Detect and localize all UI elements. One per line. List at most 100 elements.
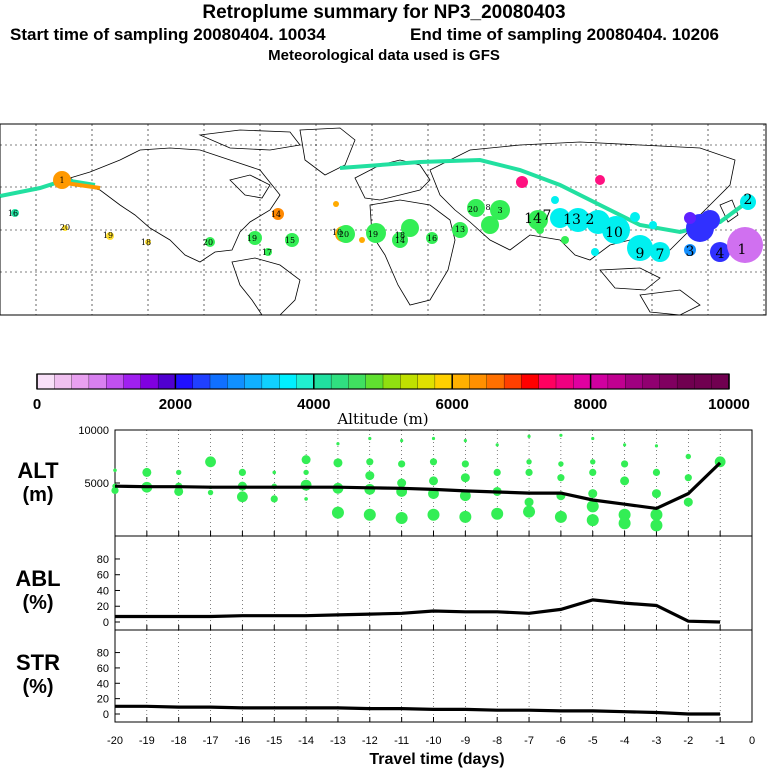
plume-day-label: 14 <box>524 211 542 227</box>
plume-dot <box>550 208 570 228</box>
plume-day-label: 14 <box>395 236 405 245</box>
plume-day-label: 19 <box>368 230 378 239</box>
panel-label: ABL <box>15 566 60 591</box>
panel-ytick-label: 20 <box>97 601 109 613</box>
plume-day-label: 13 <box>563 212 581 228</box>
plume-day-label: 2 <box>744 192 753 208</box>
panel-ytick-label: 60 <box>97 570 109 582</box>
plume-dot <box>452 222 468 238</box>
panel-unit-label: (%) <box>22 592 53 614</box>
alt-scatter-point <box>554 510 567 523</box>
alt-scatter-point <box>491 507 504 520</box>
alt-scatter-point <box>621 460 629 468</box>
alt-scatter-point <box>683 497 693 507</box>
plume-dot <box>106 232 114 240</box>
plume-dot <box>561 236 569 244</box>
colorbar-tick-label: 4000 <box>297 396 330 413</box>
plume-day-label: 7 <box>543 208 552 224</box>
alt-scatter-point <box>526 459 532 465</box>
panel-ytick-label: 5000 <box>85 478 109 490</box>
x-tick-label: -12 <box>362 735 378 747</box>
colorbar-tick-label: 10000 <box>708 396 750 413</box>
plume-dot <box>595 175 605 185</box>
x-tick-label: -15 <box>266 735 282 747</box>
colorbar-tick-label: 6000 <box>436 396 469 413</box>
plume-dot <box>467 199 485 217</box>
alt-scatter-point <box>523 505 536 518</box>
x-tick-label: -4 <box>620 735 630 747</box>
panel-ytick-label: 40 <box>97 585 109 597</box>
x-tick-label: -10 <box>426 735 442 747</box>
plume-day-label: 18 <box>395 231 405 240</box>
alt-scatter-point <box>301 455 311 465</box>
alt-scatter-point <box>559 433 563 437</box>
alt-scatter-point <box>238 468 246 476</box>
panel-unit-label: (m) <box>22 484 53 506</box>
map-frame <box>0 123 767 316</box>
colorbar-swatch <box>503 373 522 390</box>
plume-day-label: 20 <box>339 230 349 239</box>
plume-day-label: 17 <box>262 248 272 257</box>
colorbar-swatch <box>590 373 609 390</box>
colorbar-swatch <box>209 373 228 390</box>
plume-dot <box>264 248 272 256</box>
alt-scatter-point <box>142 467 152 477</box>
alt-scatter-point <box>623 443 627 447</box>
alt-scatter-point <box>429 476 438 486</box>
plume-dot <box>392 232 408 248</box>
panel-ytick-label: 80 <box>97 554 109 566</box>
plume-dot <box>248 231 262 245</box>
alt-scatter-point <box>333 458 343 468</box>
colorbar-swatch <box>36 373 55 390</box>
met-data-label: Meteorological data used is GFS <box>268 47 500 64</box>
plume-dot <box>602 216 630 244</box>
alt-scatter-point <box>460 473 470 483</box>
alt-scatter-point <box>331 506 344 519</box>
colorbar-title: Altitude (m) <box>336 410 428 428</box>
x-tick-label: -14 <box>298 735 314 747</box>
alt-scatter-point <box>654 444 659 448</box>
colorbar-swatch <box>573 373 592 390</box>
plume-day-label: 13 <box>455 225 465 234</box>
plume-dot <box>426 232 438 244</box>
colorbar-swatch <box>123 373 142 390</box>
alt-scatter-point <box>304 497 308 501</box>
colorbar-swatch <box>452 373 470 390</box>
alt-scatter-point <box>431 436 436 441</box>
colorbar-swatch <box>382 373 401 390</box>
plume-day-label: 14 <box>271 210 281 219</box>
alt-scatter-point <box>463 439 467 443</box>
alt-scatter-point <box>589 468 597 476</box>
series-line <box>115 598 721 624</box>
alt-scatter-point <box>527 434 531 438</box>
colorbar-swatch <box>261 373 280 390</box>
plume-day-label: 20 <box>203 238 213 247</box>
chart-title: Retroplume summary for NP3_20080403 <box>202 2 566 23</box>
series-line <box>115 704 721 716</box>
alt-scatter-point <box>336 442 340 446</box>
plume-dot <box>710 242 730 262</box>
colorbar-swatch <box>244 373 263 390</box>
colorbar-swatch <box>555 373 574 390</box>
colorbar-tick-label: 8000 <box>574 396 607 413</box>
alt-scatter-point <box>586 514 599 527</box>
alt-scatter-point <box>524 497 534 507</box>
plume-dot <box>11 209 19 217</box>
plume-dot <box>53 171 71 189</box>
alt-scatter-point <box>398 460 406 468</box>
alt-scatter-point <box>397 478 407 488</box>
alt-scatter-point <box>205 456 216 468</box>
colorbar-swatch <box>521 373 540 390</box>
colorbar-swatch <box>676 373 695 390</box>
altitude-colorbar: 0 2000 4000 6000 8000 10000 Altitude (m) <box>33 373 750 428</box>
alt-scatter-point <box>366 458 374 466</box>
colorbar-swatch <box>469 373 488 390</box>
plume-day-label: 3 <box>497 206 502 215</box>
plume-day-label: 4 <box>716 246 725 262</box>
panel-ytick-label: 10000 <box>78 425 109 437</box>
plume-dot <box>272 208 284 220</box>
colorbar-swatch <box>88 373 107 390</box>
colorbar-swatch <box>400 373 419 390</box>
